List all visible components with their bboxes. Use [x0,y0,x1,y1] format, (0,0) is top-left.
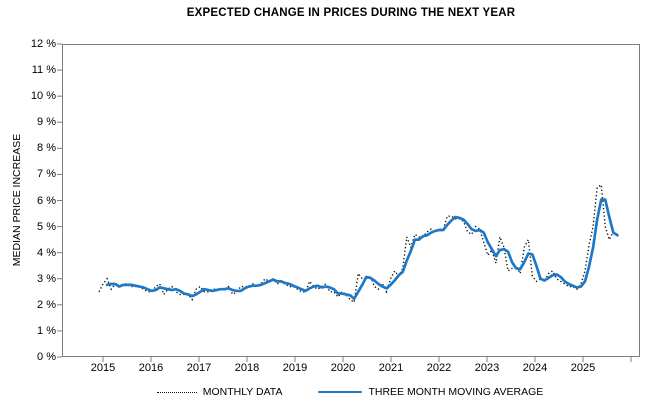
plot-canvas [57,43,632,362]
legend-label: THREE MONTH MOVING AVERAGE [368,386,544,398]
y-tick-label: 3 % [37,272,56,285]
legend-item-moving-average: THREE MONTH MOVING AVERAGE [318,386,543,398]
legend-label: MONTHLY DATA [202,386,283,398]
y-tick-label: 1 % [37,324,56,337]
solid-line-swatch-icon [318,390,363,394]
x-tick-label: 2020 [330,362,356,374]
monthly-data-line [98,183,618,304]
x-tick-label: 2021 [378,362,404,374]
y-tick-label: 6 % [37,194,56,207]
x-tick-label: 2025 [570,362,596,374]
x-tick-label: 2018 [234,362,260,374]
y-tick-label: 0 % [37,351,56,363]
x-tick-label: 2017 [186,362,212,374]
axis-tick-marks [57,43,632,362]
y-tick-label: 2 % [37,298,56,311]
y-tick-label: 11 % [31,64,56,77]
x-tick-label: 2022 [426,362,452,374]
y-tick-label: 12 % [30,38,56,50]
moving-average-line [105,198,619,301]
x-tick-label: 2016 [138,362,164,374]
y-tick-label: 10 % [30,90,56,103]
y-tick-label: 4 % [37,246,56,259]
legend-item-monthly-data: MONTHLY DATA [156,386,283,398]
chart-title: EXPECTED CHANGE IN PRICES DURING THE NEX… [186,7,516,19]
dotted-line-swatch-icon [156,391,197,393]
legend: MONTHLY DATA THREE MONTH MOVING AVERAGE [26,386,648,398]
y-tick-label: 7 % [37,168,56,181]
x-tick-label: 2015 [90,362,116,374]
x-tick-label: 2023 [474,362,500,374]
x-tick-label: 2019 [282,362,308,374]
plot-area [62,44,640,357]
x-tick-label: 2024 [522,362,548,374]
y-tick-label: 5 % [37,220,56,233]
y-tick-label: 8 % [37,142,56,155]
y-tick-label: 9 % [37,116,56,129]
